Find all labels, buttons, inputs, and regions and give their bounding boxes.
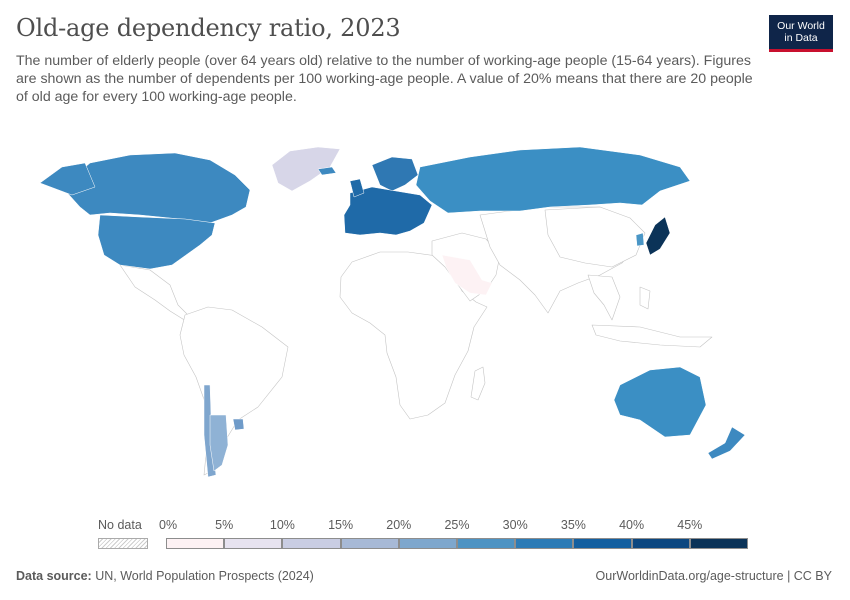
southeast-asia <box>587 274 621 321</box>
russia <box>415 146 691 214</box>
legend-tick-label: 25% <box>444 518 470 532</box>
philippines <box>639 286 651 310</box>
nordic-countries <box>371 156 419 192</box>
legend-bin[interactable] <box>224 538 283 549</box>
legend-bin[interactable] <box>573 538 632 549</box>
legend-no-data-label: No data <box>98 518 142 532</box>
legend-tick-label: 0% <box>159 518 178 532</box>
legend-tick-label: 15% <box>328 518 354 532</box>
legend-tick-label: 5% <box>215 518 234 532</box>
legend-tick-label: 40% <box>619 518 645 532</box>
license-link[interactable]: OurWorldinData.org/age-structure | CC BY <box>595 569 832 583</box>
argentina <box>209 414 229 472</box>
legend-bin[interactable] <box>457 538 516 549</box>
legend-bin[interactable] <box>340 538 399 549</box>
madagascar <box>470 366 486 401</box>
legend-bin[interactable] <box>689 538 748 549</box>
legend-tick-label: 30% <box>502 518 528 532</box>
indonesia <box>591 324 713 348</box>
central-america <box>119 264 191 322</box>
china <box>544 206 646 268</box>
logo-line-2: in Data <box>784 31 818 44</box>
color-legend: No data 0% 5% 10% 15% 20% 25% 30% 35% 40% 45% <box>0 515 850 555</box>
legend-bin[interactable] <box>398 538 457 549</box>
alaska <box>39 162 96 196</box>
legend-tick-label: 10% <box>269 518 295 532</box>
world-map[interactable] <box>0 115 850 515</box>
south-america <box>179 306 289 476</box>
legend-bin[interactable] <box>166 538 225 549</box>
uruguay <box>232 418 245 431</box>
uk-ireland <box>349 178 365 198</box>
chart-title: Old-age dependency ratio, 2023 <box>16 14 401 42</box>
legend-tick-label: 20% <box>386 518 412 532</box>
legend-bin[interactable] <box>282 538 341 549</box>
legend-no-data-swatch <box>98 538 148 549</box>
south-korea <box>635 232 645 247</box>
greenland <box>271 146 341 192</box>
chart-subtitle: The number of elderly people (over 64 ye… <box>16 53 753 105</box>
legend-bin[interactable] <box>515 538 574 549</box>
japan <box>645 216 671 256</box>
owid-logo[interactable]: Our World in Data <box>769 15 833 52</box>
legend-bin[interactable] <box>631 538 690 549</box>
data-source: Data source: UN, World Population Prospe… <box>16 569 314 583</box>
australia <box>613 366 707 438</box>
new-zealand <box>707 426 746 460</box>
iceland <box>317 166 337 176</box>
gulf-states <box>441 254 493 296</box>
data-source-label: Data source: <box>16 569 92 583</box>
logo-line-1: Our World <box>777 20 825 32</box>
legend-tick-label: 45% <box>677 518 703 532</box>
united-states <box>97 214 216 270</box>
canada <box>61 152 251 224</box>
data-source-text: UN, World Population Prospects (2024) <box>91 569 314 583</box>
western-europe <box>343 186 433 236</box>
legend-tick-label: 35% <box>560 518 586 532</box>
